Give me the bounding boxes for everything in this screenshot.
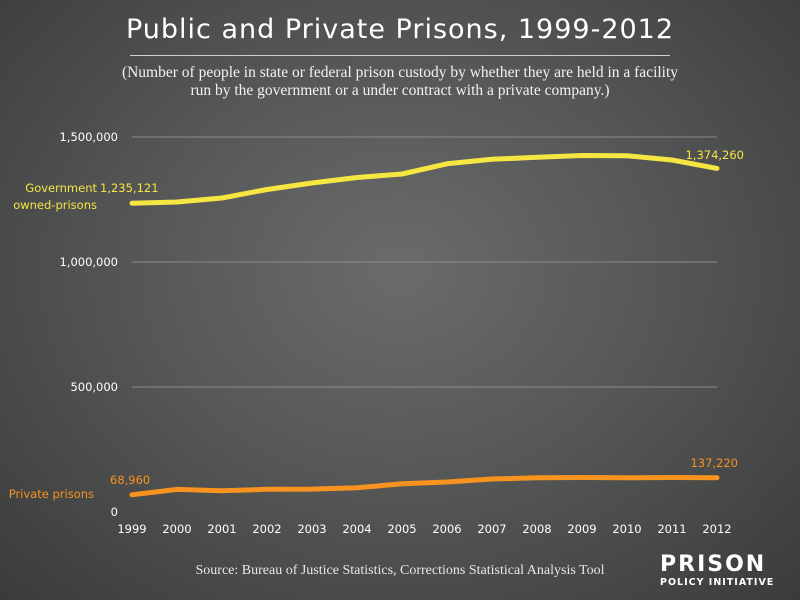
series-lines [129,153,720,498]
prison-policy-initiative-logo: PRISON POLICY INITIATIVE [660,553,796,589]
x-tick-label: 2000 [162,522,191,536]
gridlines [132,136,717,388]
x-tick-label: 1999 [117,522,146,536]
private-start-value: 68,960 [110,473,150,487]
y-tick-label: 1,500,000 [59,130,118,144]
x-tick-label: 2009 [567,522,596,536]
y-axis-tick-labels: 0 500,000 1,000,000 1,500,000 [59,130,118,519]
x-tick-label: 2001 [207,522,236,536]
y-tick-label: 0 [111,505,118,519]
government-series-line [129,153,720,206]
x-tick-label: 2006 [432,522,461,536]
x-tick-label: 2007 [477,522,506,536]
government-end-value: 1,374,260 [685,148,744,162]
logo-word-prison: PRISON [660,552,767,577]
government-series-name: Government [25,181,97,195]
private-series-line [129,475,720,498]
chart-subtitle: (Number of people in state or federal pr… [60,64,740,100]
x-tick-label: 2005 [387,522,416,536]
source-note: Source: Bureau of Justice Statistics, Co… [195,563,605,578]
x-tick-label: 2008 [522,522,551,536]
government-start-value: 1,235,121 [100,181,159,195]
government-series-name-line-2: owned-prisons [13,198,97,212]
chart-title: Public and Private Prisons, 1999-2012 [125,14,675,45]
subtitle-line-1: (Number of people in state or federal pr… [121,64,679,81]
private-series-name: Private prisons [9,487,94,501]
x-tick-label: 2002 [252,522,281,536]
x-axis-tick-labels: 1999 2000 2001 2002 2003 2004 2005 2006 2007 2008… [117,522,731,536]
x-tick-label: 2003 [297,522,326,536]
y-tick-label: 500,000 [70,380,118,394]
x-tick-label: 2011 [657,522,686,536]
x-tick-label: 2010 [612,522,641,536]
x-tick-label: 2012 [702,522,731,536]
y-tick-label: 1,000,000 [59,255,118,269]
x-tick-label: 2004 [342,522,371,536]
subtitle-line-2: run by the government or a under contrac… [190,82,610,99]
private-end-value: 137,220 [690,456,738,470]
logo-word-policy-initiative: POLICY INITIATIVE [660,577,775,588]
title-underline [130,55,670,56]
